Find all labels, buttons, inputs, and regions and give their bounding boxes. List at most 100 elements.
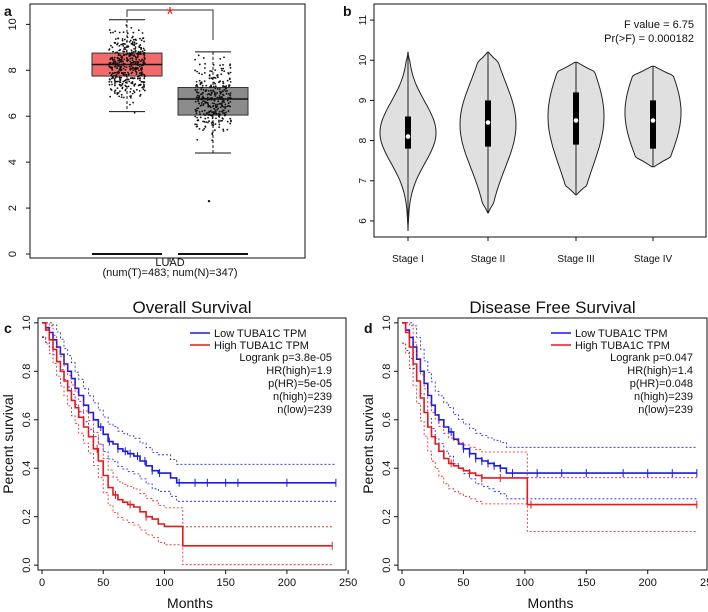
data-point xyxy=(127,71,129,74)
data-point xyxy=(214,69,217,72)
data-point xyxy=(220,96,223,98)
data-point xyxy=(119,76,122,79)
data-point xyxy=(229,80,232,83)
data-point xyxy=(213,81,215,84)
data-point xyxy=(201,110,204,113)
data-point xyxy=(136,55,139,57)
data-point xyxy=(133,84,136,87)
data-point xyxy=(115,71,118,74)
data-point xyxy=(123,46,126,49)
data-point xyxy=(196,109,198,112)
data-point xyxy=(204,67,206,69)
data-point xyxy=(139,37,141,40)
data-point xyxy=(131,36,134,39)
data-point xyxy=(124,43,126,45)
legend-label: High TUBA1C TPM xyxy=(214,340,309,352)
data-point xyxy=(138,69,140,72)
data-point xyxy=(116,57,119,60)
data-point xyxy=(124,68,127,71)
data-point xyxy=(226,99,229,102)
data-point xyxy=(119,84,122,87)
data-point xyxy=(226,105,229,108)
significance-bracket xyxy=(126,9,214,40)
data-point xyxy=(201,73,203,76)
data-point xyxy=(143,81,146,83)
data-point xyxy=(118,61,121,64)
legend-label: Low TUBA1C TPM xyxy=(575,328,668,340)
ytick-label-b: 7 xyxy=(358,178,369,184)
data-point xyxy=(229,101,232,103)
data-point xyxy=(139,79,141,82)
data-point xyxy=(118,95,121,98)
ytick-label-d: 0.0 xyxy=(381,558,393,573)
data-point xyxy=(131,59,134,62)
data-point xyxy=(125,40,128,43)
data-point xyxy=(137,61,140,64)
data-point xyxy=(199,116,202,119)
data-point xyxy=(134,47,137,50)
data-point xyxy=(143,49,146,52)
data-point xyxy=(116,51,119,54)
data-point xyxy=(138,75,140,77)
data-point xyxy=(195,80,198,83)
data-point xyxy=(122,31,125,34)
data-point xyxy=(116,75,118,78)
data-point xyxy=(205,121,208,124)
data-point xyxy=(216,87,219,90)
data-point xyxy=(202,88,205,91)
data-point xyxy=(121,38,124,40)
chart-title-d: Disease Free Survival xyxy=(469,298,635,317)
data-point xyxy=(110,74,113,77)
data-point xyxy=(113,90,116,93)
data-point xyxy=(124,79,127,81)
data-point xyxy=(226,128,229,131)
data-point xyxy=(132,38,135,41)
data-point xyxy=(129,39,132,42)
data-point xyxy=(194,69,196,72)
data-point xyxy=(202,120,204,123)
data-point xyxy=(196,70,199,73)
data-point xyxy=(229,66,232,69)
data-point xyxy=(138,89,141,92)
data-point xyxy=(143,56,146,59)
data-point xyxy=(218,88,221,90)
data-point xyxy=(108,83,111,86)
panel-a: a 0 2 4 6 8 10 * LUAD(num(T)=483; num(N)=347) xyxy=(4,3,306,279)
data-point xyxy=(209,106,212,109)
data-point xyxy=(196,116,199,119)
data-point xyxy=(116,93,119,96)
data-point xyxy=(111,83,113,86)
ytick-label-c: 0.8 xyxy=(21,364,33,379)
data-point xyxy=(198,102,200,105)
stat-text: HR(high)=1.9 xyxy=(266,365,332,377)
data-point xyxy=(196,125,199,128)
stat-text: HR(high)=1.4 xyxy=(627,365,693,377)
data-point xyxy=(207,104,210,106)
data-point xyxy=(195,112,198,115)
data-point xyxy=(218,123,221,126)
data-point xyxy=(108,62,111,64)
ci-upper-0 xyxy=(402,322,697,448)
data-point xyxy=(129,77,132,80)
data-point xyxy=(143,84,145,87)
data-point xyxy=(116,62,119,65)
data-point xyxy=(125,73,127,76)
data-point xyxy=(195,96,198,99)
data-point xyxy=(222,63,224,66)
data-point xyxy=(114,81,116,84)
data-point xyxy=(115,73,118,76)
data-point xyxy=(141,50,144,53)
data-point xyxy=(109,31,112,34)
plot-frame-d xyxy=(397,317,708,571)
data-point xyxy=(120,43,123,46)
data-point xyxy=(213,99,216,102)
data-point xyxy=(211,139,214,142)
survival-curve-high xyxy=(402,322,697,506)
anova-f-value: F value = 6.75 xyxy=(624,19,694,31)
data-point xyxy=(138,65,141,68)
data-point xyxy=(218,114,221,117)
data-point xyxy=(229,71,232,74)
data-point xyxy=(130,53,133,55)
data-point xyxy=(118,31,121,34)
data-point xyxy=(209,94,212,97)
